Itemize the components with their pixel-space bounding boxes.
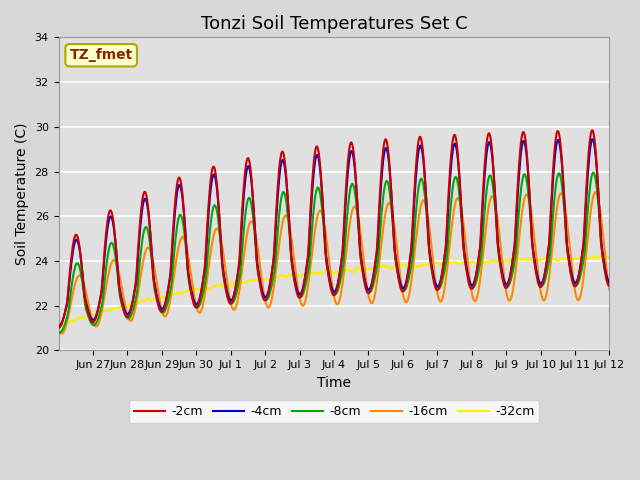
-4cm [422, 185, 429, 191]
Line: -32cm: -32cm [58, 256, 609, 326]
-32cm [54, 323, 62, 329]
-32cm [422, 262, 430, 268]
-32cm [597, 253, 605, 259]
-32cm [120, 303, 128, 309]
-2cm [221, 278, 228, 284]
-16cm [120, 297, 128, 302]
-4cm [248, 182, 255, 188]
-32cm [57, 323, 65, 329]
-8cm [56, 330, 63, 336]
-4cm [119, 302, 127, 308]
-2cm [54, 325, 62, 331]
-32cm [605, 255, 613, 261]
-32cm [248, 278, 256, 284]
-8cm [605, 281, 613, 287]
Line: -2cm: -2cm [58, 130, 609, 328]
Line: -8cm: -8cm [58, 173, 609, 333]
-16cm [54, 327, 62, 333]
-2cm [391, 249, 399, 254]
-4cm [391, 246, 399, 252]
-16cm [58, 331, 65, 336]
-32cm [221, 283, 229, 288]
-8cm [248, 209, 256, 215]
Text: TZ_fmet: TZ_fmet [70, 48, 132, 62]
-4cm [588, 136, 596, 142]
-8cm [54, 330, 62, 336]
-16cm [422, 204, 430, 210]
-2cm [422, 184, 429, 190]
-16cm [592, 189, 600, 195]
-8cm [590, 170, 598, 176]
-16cm [605, 288, 613, 293]
Line: -4cm: -4cm [58, 139, 609, 326]
-8cm [269, 275, 277, 280]
-8cm [120, 309, 128, 314]
-32cm [392, 263, 399, 269]
-2cm [119, 305, 127, 311]
-2cm [248, 179, 255, 184]
-8cm [392, 257, 399, 263]
-4cm [221, 275, 228, 281]
-16cm [221, 264, 229, 270]
-16cm [392, 231, 399, 237]
-16cm [269, 288, 277, 293]
-2cm [605, 283, 613, 289]
X-axis label: Time: Time [317, 376, 351, 390]
-2cm [588, 127, 596, 133]
-8cm [221, 283, 229, 288]
Line: -16cm: -16cm [58, 192, 609, 334]
Y-axis label: Soil Temperature (C): Soil Temperature (C) [15, 122, 29, 265]
-32cm [269, 276, 277, 282]
-16cm [248, 219, 256, 225]
-8cm [422, 208, 430, 214]
-4cm [269, 265, 276, 271]
-4cm [605, 279, 613, 285]
-2cm [269, 264, 276, 270]
Title: Tonzi Soil Temperatures Set C: Tonzi Soil Temperatures Set C [201, 15, 467, 33]
-4cm [54, 324, 62, 329]
Legend: -2cm, -4cm, -8cm, -16cm, -32cm: -2cm, -4cm, -8cm, -16cm, -32cm [129, 400, 540, 423]
